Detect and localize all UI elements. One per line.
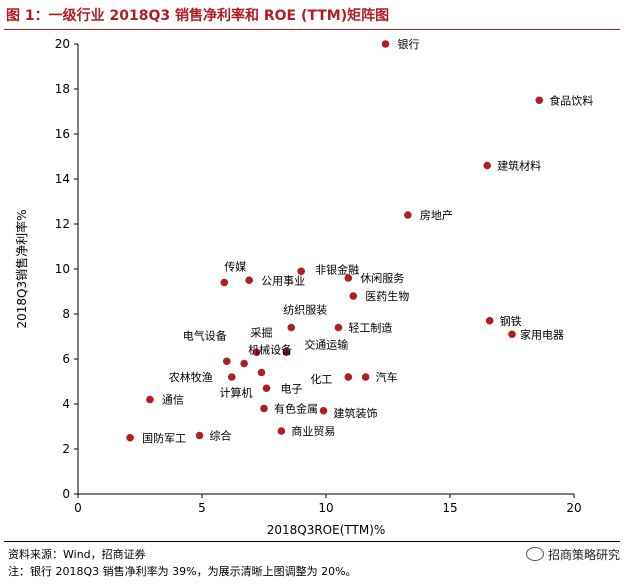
data-label: 汽车 bbox=[376, 370, 398, 384]
y-tick-label: 20 bbox=[55, 37, 70, 51]
wechat-icon bbox=[525, 547, 544, 561]
y-tick-label: 12 bbox=[55, 217, 70, 231]
data-point bbox=[260, 404, 268, 413]
title-divider bbox=[4, 29, 620, 30]
brand-name: 招商策略研究 bbox=[547, 548, 620, 562]
y-axis-label: 2018Q3销售净利率% bbox=[14, 209, 29, 328]
chart-axes: 0 2 4 6 8 10 12 14 16 18 20 0 5 10 15 20 bbox=[55, 37, 582, 515]
data-label: 综合 bbox=[210, 429, 232, 443]
data-point bbox=[240, 359, 248, 368]
data-label: 交通运输 bbox=[304, 337, 348, 351]
data-label: 采掘 bbox=[251, 325, 273, 339]
data-point bbox=[334, 323, 343, 332]
data-label: 建筑装饰 bbox=[334, 406, 378, 420]
data-label: 纺织服装 bbox=[283, 303, 327, 317]
data-point bbox=[361, 373, 370, 381]
data-label: 轻工制造 bbox=[348, 321, 392, 335]
data-point bbox=[381, 40, 390, 48]
data-point bbox=[319, 406, 328, 415]
data-point bbox=[485, 316, 494, 325]
data-point bbox=[262, 384, 271, 393]
data-point bbox=[277, 427, 286, 435]
data-label: 医药生物 bbox=[365, 289, 409, 303]
data-label: 商业贸易 bbox=[291, 424, 335, 438]
data-point bbox=[535, 96, 544, 105]
y-tick-label: 0 bbox=[62, 487, 70, 501]
data-label: 建筑材料 bbox=[497, 159, 541, 173]
footnote: 注：银行 2018Q3 销售净利率为 39%，为展示清晰上图调整为 20%。 bbox=[8, 565, 357, 578]
data-point bbox=[252, 348, 261, 357]
y-tick-label: 18 bbox=[55, 82, 70, 96]
data-label: 公用事业 bbox=[261, 274, 305, 287]
data-label: 房地产 bbox=[420, 208, 453, 222]
y-tick-label: 14 bbox=[55, 172, 70, 186]
x-tick-label: 5 bbox=[198, 501, 206, 515]
x-tick-label: 20 bbox=[566, 501, 581, 515]
data-label: 电气设备 bbox=[183, 328, 227, 342]
data-label: 计算机 bbox=[220, 386, 253, 400]
data-point bbox=[223, 357, 231, 366]
data-point bbox=[245, 276, 253, 285]
x-tick-label: 15 bbox=[442, 501, 457, 515]
y-tick-label: 10 bbox=[55, 262, 70, 276]
data-point bbox=[257, 368, 266, 377]
y-tick-label: 2 bbox=[62, 442, 70, 456]
source-note: 资料来源：Wind，招商证券 bbox=[8, 548, 146, 561]
data-label: 非银金融 bbox=[315, 262, 359, 276]
data-point bbox=[344, 274, 353, 282]
data-label: 通信 bbox=[162, 394, 184, 407]
brand-watermark: 招商策略研究 bbox=[525, 546, 620, 563]
x-axis-label: 2018Q3ROE(TTM)% bbox=[267, 523, 386, 537]
data-label: 电子 bbox=[280, 382, 302, 395]
data-point bbox=[483, 161, 492, 170]
data-label: 有色金属 bbox=[274, 402, 318, 416]
data-label: 化工 bbox=[310, 372, 332, 386]
y-tick-label: 4 bbox=[62, 397, 70, 411]
data-label: 国防军工 bbox=[142, 431, 186, 445]
data-point bbox=[344, 373, 353, 381]
data-point bbox=[227, 373, 236, 381]
data-point bbox=[126, 433, 134, 442]
page-title: 图 1：一级行业 2018Q3 销售净利率和 ROE (TTM)矩阵图 bbox=[6, 8, 390, 24]
data-point bbox=[508, 330, 516, 339]
data-points bbox=[126, 40, 544, 442]
data-label: 家用电器 bbox=[520, 327, 564, 341]
data-point bbox=[349, 292, 358, 300]
data-point bbox=[282, 348, 291, 357]
data-point bbox=[404, 211, 412, 219]
data-label: 机械设备 bbox=[248, 343, 292, 357]
data-label: 银行 bbox=[398, 37, 420, 51]
data-label: 传媒 bbox=[224, 261, 246, 274]
data-point bbox=[146, 395, 154, 404]
y-tick-label: 16 bbox=[55, 127, 70, 141]
data-label: 农林牧渔 bbox=[169, 370, 213, 384]
data-point bbox=[220, 278, 229, 287]
data-label: 钢铁 bbox=[500, 315, 522, 328]
data-label: 休闲服务 bbox=[360, 271, 404, 285]
data-label: 食品饮料 bbox=[549, 93, 593, 107]
y-tick-label: 8 bbox=[62, 307, 70, 321]
footer-divider bbox=[4, 541, 620, 542]
data-point bbox=[297, 267, 306, 276]
x-tick-label: 0 bbox=[74, 501, 82, 515]
x-tick-label: 10 bbox=[318, 501, 333, 515]
y-tick-label: 6 bbox=[62, 352, 70, 366]
data-point bbox=[195, 431, 204, 440]
data-point bbox=[287, 323, 296, 332]
